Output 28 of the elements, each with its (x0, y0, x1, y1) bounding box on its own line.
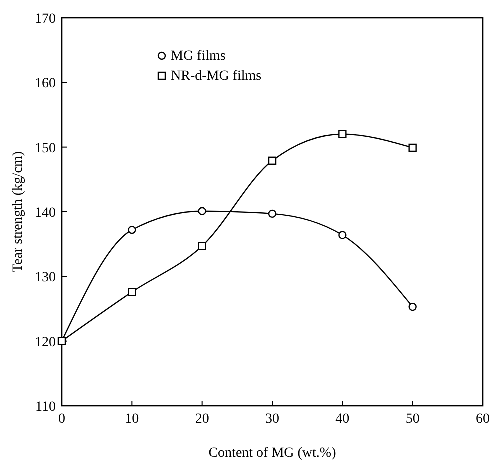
point (408, 302, 417, 312)
point (338, 130, 347, 138)
y-tick-label: 150 (35, 141, 56, 156)
x-tick-label: 10 (125, 412, 140, 427)
y-axis-title: Tear strength (kg/cm) (11, 151, 26, 273)
y-tick-label: 130 (35, 270, 56, 286)
legend-label: MG films (171, 49, 226, 64)
legend-label: NR-d-MG films (171, 69, 262, 84)
point (198, 242, 206, 250)
x-tick-label: 0 (58, 412, 66, 427)
point (128, 226, 136, 234)
point (338, 231, 347, 240)
y-tick-label: 140 (35, 206, 56, 221)
y-tick-label: 160 (35, 76, 56, 92)
x-tick-label: 20 (195, 412, 210, 427)
y-tick-label: 120 (35, 335, 56, 350)
x-axis-title: Content of MG (wt.%) (208, 446, 337, 461)
y-tick-label: 110 (36, 400, 56, 415)
point (268, 210, 277, 218)
point (408, 144, 417, 152)
point (268, 156, 277, 166)
y-tick-label: 170 (35, 12, 56, 27)
x-tick-label: 50 (406, 412, 420, 427)
x-tick-label: 60 (476, 412, 490, 427)
x-tick-label: 40 (336, 412, 350, 427)
x-tick-label: 30 (266, 412, 280, 427)
point (128, 288, 136, 296)
point (198, 207, 206, 216)
